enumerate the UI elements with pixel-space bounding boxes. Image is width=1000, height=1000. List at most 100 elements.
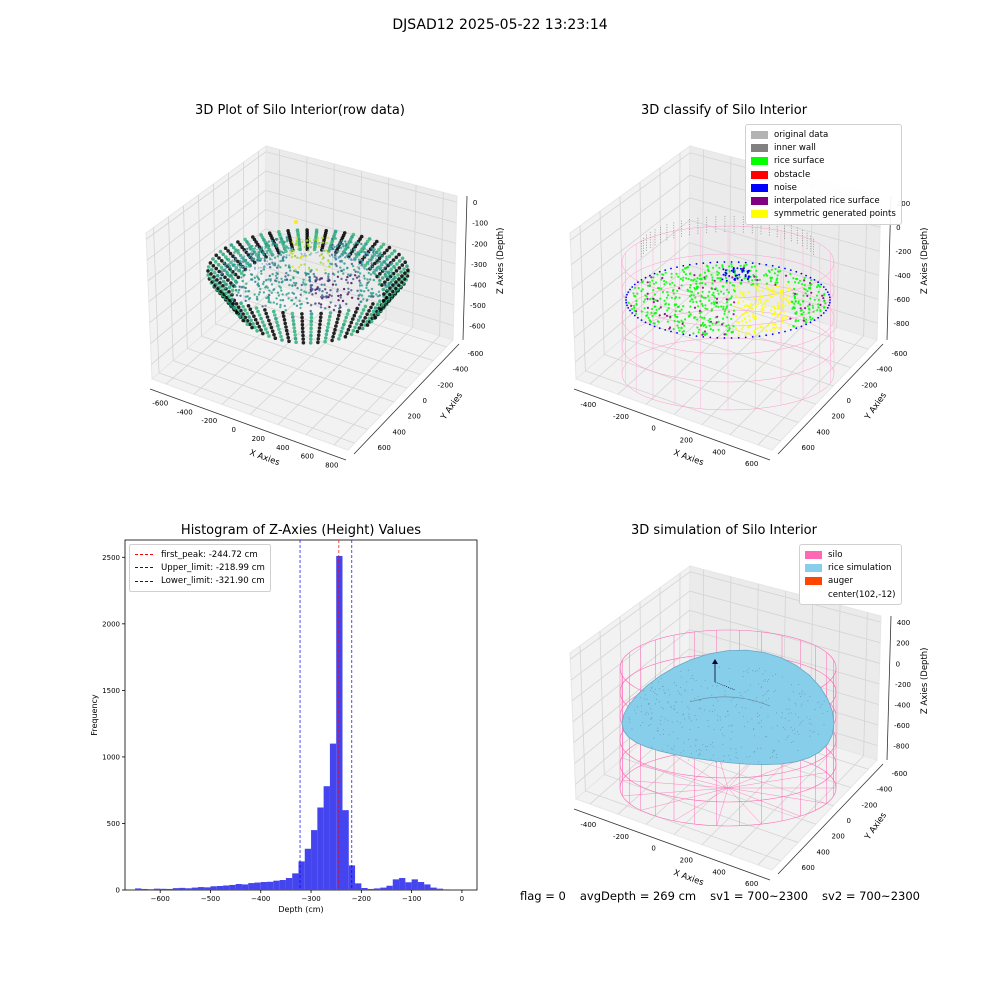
raw-point (246, 253, 251, 257)
raw-point (243, 315, 248, 320)
legend-swatch (805, 550, 822, 559)
sim-rice-texture (642, 722, 643, 724)
raw-point (302, 281, 305, 284)
raw-point (272, 332, 276, 337)
raw-point (355, 306, 360, 311)
sim-rice-texture (710, 758, 712, 760)
sim-z-axis-line (886, 615, 892, 761)
sim-rice-texture (742, 676, 744, 678)
raw-point (337, 313, 341, 318)
sim-rice-texture (662, 685, 664, 687)
raw-point (353, 274, 357, 277)
sim-rice-texture (743, 726, 745, 728)
sim-rice-texture (724, 694, 726, 696)
raw-point (211, 257, 215, 261)
raw-point (283, 304, 286, 308)
sim-rice-texture (730, 747, 732, 749)
sim-rice-texture (664, 692, 666, 694)
raw-point (360, 294, 364, 297)
raw-point (213, 260, 218, 264)
sim-rice-texture (654, 692, 656, 694)
sim-rice-texture (660, 678, 662, 679)
sim-rice-texture (650, 724, 652, 726)
sim-rice-texture (765, 736, 767, 738)
sim-rice-texture (731, 724, 733, 726)
sim-rice-texture (782, 726, 784, 728)
sim-rice-texture (752, 701, 754, 703)
sim-z-axis-label: Z Axies (Depth) (920, 647, 930, 714)
raw-point (231, 245, 236, 250)
raw-point (312, 272, 315, 276)
raw-point (373, 261, 377, 266)
sim-rice-texture (668, 734, 670, 736)
sim-rice-texture (760, 747, 762, 749)
raw-point (314, 292, 318, 295)
raw-grid-x (198, 194, 395, 403)
sim-rice-texture (656, 730, 658, 732)
raw-point (316, 333, 321, 338)
sim-rice-texture (806, 716, 808, 718)
raw-point (212, 275, 216, 279)
sim-rice-texture (767, 691, 769, 692)
raw-point (216, 262, 221, 267)
sim-y-tick-label: -200 (862, 801, 878, 809)
raw-point (309, 323, 314, 327)
raw-point (325, 329, 329, 333)
sim-rice-texture (785, 708, 787, 710)
sim-z-tick-label: 200 (896, 640, 909, 648)
sim-z-tick-label: -400 (895, 701, 911, 709)
sim-x-axis-label: X Axies (672, 868, 705, 888)
raw-point (309, 330, 313, 334)
sim-rice-texture (695, 719, 697, 721)
sim-rice-texture (677, 738, 679, 739)
raw-point (300, 312, 304, 316)
raw-point (309, 337, 313, 342)
raw-point (300, 322, 305, 327)
raw-point (245, 322, 250, 327)
raw-point (326, 321, 331, 326)
raw-point (334, 237, 337, 240)
raw-point (377, 256, 382, 261)
raw-point (237, 288, 241, 292)
raw-point (229, 243, 234, 247)
sim-rice-texture (754, 751, 756, 752)
raw-point (346, 308, 351, 313)
sim-rice-texture (730, 738, 732, 740)
sim-x-tick-label: 200 (680, 856, 693, 864)
raw-y-tick-label: 200 (408, 413, 421, 421)
raw-point (367, 271, 370, 275)
sim-y-tick-label: 400 (817, 848, 830, 856)
sim-rice-texture (680, 670, 682, 672)
sim-rice-texture (796, 731, 798, 733)
sim-rice-texture (673, 745, 675, 747)
sim-rice-texture (741, 746, 742, 748)
sim-rice-texture (675, 701, 677, 703)
sim-rice-texture (823, 700, 825, 702)
raw-point (232, 306, 237, 310)
sim-rice-texture (722, 743, 724, 745)
raw-point (285, 332, 290, 336)
raw-point (397, 252, 401, 257)
sim-y-tick-label: -400 (877, 786, 893, 794)
raw-point (292, 329, 297, 334)
raw-point (307, 244, 310, 248)
raw-point (387, 263, 390, 266)
raw-point (244, 290, 247, 293)
raw-point (390, 271, 393, 274)
raw-point (220, 270, 223, 274)
raw-point (338, 333, 342, 338)
sim-rice-texture (650, 708, 652, 710)
raw-y-tick-label: 0 (423, 397, 427, 405)
sim-rice-texture (727, 710, 729, 712)
raw-point (326, 325, 330, 330)
raw-point (231, 301, 235, 306)
sim-rice-texture (799, 724, 801, 726)
raw-point (247, 290, 250, 293)
sim-rice-texture (663, 689, 665, 691)
raw-point (378, 299, 382, 304)
raw-point (254, 244, 258, 248)
raw-grid-y (249, 170, 362, 415)
sim-rice-texture (640, 711, 642, 713)
raw-point (209, 276, 213, 280)
sim-rice-texture (759, 721, 761, 723)
